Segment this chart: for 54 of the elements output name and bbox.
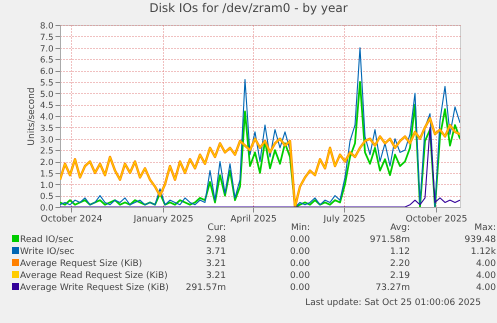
x-tick-label: October 2024 [40,214,103,224]
text: 4.00 [474,258,496,270]
y-tick-label: 6.0 [40,67,54,77]
y-tick-label: 1.0 [40,180,54,191]
text: 73.27m [374,282,410,294]
y-tick-label: 8.0 [40,22,54,32]
y-tick-label: 4.5 [40,101,54,112]
text: 3.71 [204,246,226,258]
legend-label: Write IO/sec [19,246,76,258]
text: Avg: [390,223,410,233]
text: 4.00 [474,270,496,282]
y-tick-label: 5.5 [40,78,54,88]
legend-label: Read IO/sec [19,234,74,246]
y-tick-label: 2.0 [40,158,54,168]
text: Max: [474,223,496,233]
y-tick-label: 3.5 [40,124,54,134]
y-tick-label: 0.5 [40,192,54,202]
x-tick-label: April 2025 [230,214,277,224]
y-tick-label: 7.5 [40,32,54,43]
text: 0.00 [288,246,310,258]
text: 0.00 [288,258,310,270]
text: 2.98 [204,234,226,246]
x-tick-label: October 2025 [406,214,468,224]
y-tick-label: 2.5 [40,146,54,157]
chart-title: Disk IOs for /dev/zram0 - by year [148,1,349,15]
y-tick-label: 4.0 [40,112,54,122]
text: 0.00 [288,270,310,282]
text: 4.00 [474,282,496,294]
y-axis-title: Units/second [26,87,37,146]
text: 291.57m [184,282,226,294]
y-tick-label: 6.5 [40,56,54,66]
text: 3.21 [204,270,226,282]
text: 2.20 [388,258,410,270]
y-tick-label: 5.0 [40,90,54,100]
y-tick-label: 1.5 [40,169,54,180]
text: 939.48 [464,234,496,246]
legend-label: Average Request Size (KiB) [19,258,144,270]
text: Cur: [207,223,226,233]
text: 3.21 [204,258,226,270]
text: 0.00 [288,234,310,246]
y-tick-label: 3.0 [40,135,54,146]
text: 1.12 [388,246,410,258]
text: 1.12k [470,246,496,258]
legend-label: Average Write Request Size (KiB) [19,282,170,294]
legend-label: Average Read Request Size (KiB) [19,270,169,282]
y-tick-label: 7.0 [40,44,54,54]
y-tick-label: 0.0 [40,204,54,214]
text: Last update: Sat Oct 25 01:00:06 2025 [305,298,481,308]
text: 971.58m [368,234,410,246]
x-tick-label: January 2025 [132,214,194,224]
x-tick-label: July 2025 [322,214,366,224]
text: 0.00 [288,282,310,294]
text: Min: [290,223,310,233]
text: 2.19 [388,270,410,282]
